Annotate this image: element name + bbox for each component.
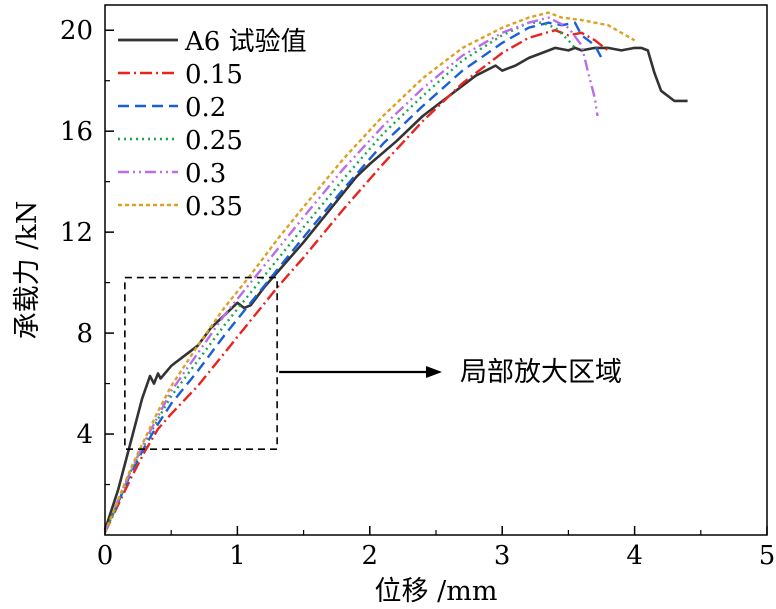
- y-axis-label: 承载力 /kN: [12, 201, 43, 340]
- x-tick-label: 1: [229, 541, 246, 571]
- y-tick-label: 12: [60, 218, 93, 248]
- y-tick-label: 4: [76, 420, 93, 450]
- series-line: [103, 11, 636, 533]
- y-tick-label: 16: [60, 117, 93, 147]
- zoom-region-annotation: 局部放大区域: [124, 276, 622, 450]
- series-line: [103, 21, 576, 533]
- legend-label: 0.15: [185, 60, 243, 90]
- x-axis-label: 位移 /mm: [375, 576, 498, 607]
- series-line: [103, 16, 599, 533]
- legend-label: 0.2: [185, 93, 226, 123]
- zoom-region-box: [124, 276, 278, 450]
- x-tick-label: 2: [362, 541, 379, 571]
- y-tick-label: 20: [60, 16, 93, 46]
- x-tick-label: 4: [626, 541, 643, 571]
- series-line: [103, 46, 688, 531]
- legend-label: 0.25: [185, 126, 243, 156]
- y-tick-label: 8: [76, 319, 93, 349]
- series-line: [103, 21, 603, 533]
- annotation-label: 局部放大区域: [460, 357, 622, 388]
- legend-label: A6 试验值: [184, 27, 307, 57]
- series-line: [103, 29, 609, 534]
- x-tick-label: 5: [759, 541, 776, 571]
- legend-label: 0.35: [185, 192, 243, 222]
- x-tick-label: 3: [494, 541, 511, 571]
- legend-label: 0.3: [185, 159, 226, 189]
- annotation-arrow-head: [426, 366, 442, 378]
- x-tick-label: 0: [97, 541, 114, 571]
- series-layer: [103, 11, 688, 534]
